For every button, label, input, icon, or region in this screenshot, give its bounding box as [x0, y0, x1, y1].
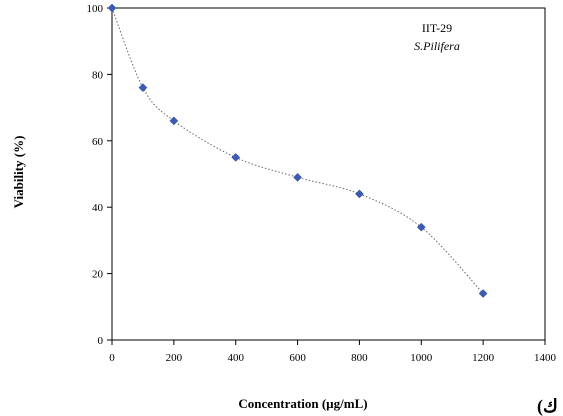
data-point-marker [169, 116, 179, 126]
x-axis-title: Concentration (µg/mL) [238, 396, 367, 411]
data-point-marker [355, 189, 364, 199]
x-tick-label: 800 [351, 352, 368, 364]
y-tick-label: 20 [92, 269, 104, 281]
y-tick-label: 60 [92, 136, 104, 148]
x-tick-label: 400 [227, 352, 244, 364]
y-tick-label: 80 [92, 69, 104, 81]
x-tick-label: 1400 [534, 352, 557, 364]
data-point-marker [138, 83, 148, 93]
y-tick-label: 100 [87, 3, 104, 15]
data-point-marker [293, 172, 302, 182]
x-tick-label: 1000 [410, 352, 433, 364]
legend-line-2: S.Pilifera [414, 39, 460, 53]
data-point-marker [107, 3, 117, 13]
x-tick-label: 200 [166, 352, 183, 364]
data-point-marker [478, 289, 488, 298]
y-axis: 0 20 40 60 80 100 [87, 3, 112, 347]
series-layer [107, 3, 488, 298]
data-point-marker [231, 153, 241, 162]
corner-glyph: (ك [537, 396, 558, 416]
x-axis: 0 200 400 600 800 1000 1200 1400 [109, 340, 557, 364]
x-tick-label: 1200 [472, 352, 495, 364]
legend-line-1: IIT-29 [422, 21, 452, 35]
y-tick-label: 0 [98, 335, 104, 347]
x-tick-label: 600 [289, 352, 306, 364]
y-axis-title: Viability (%) [11, 136, 26, 209]
plot-area [111, 7, 546, 341]
data-point-marker [416, 222, 426, 232]
x-tick-label: 0 [109, 352, 115, 364]
y-tick-label: 40 [92, 202, 104, 214]
